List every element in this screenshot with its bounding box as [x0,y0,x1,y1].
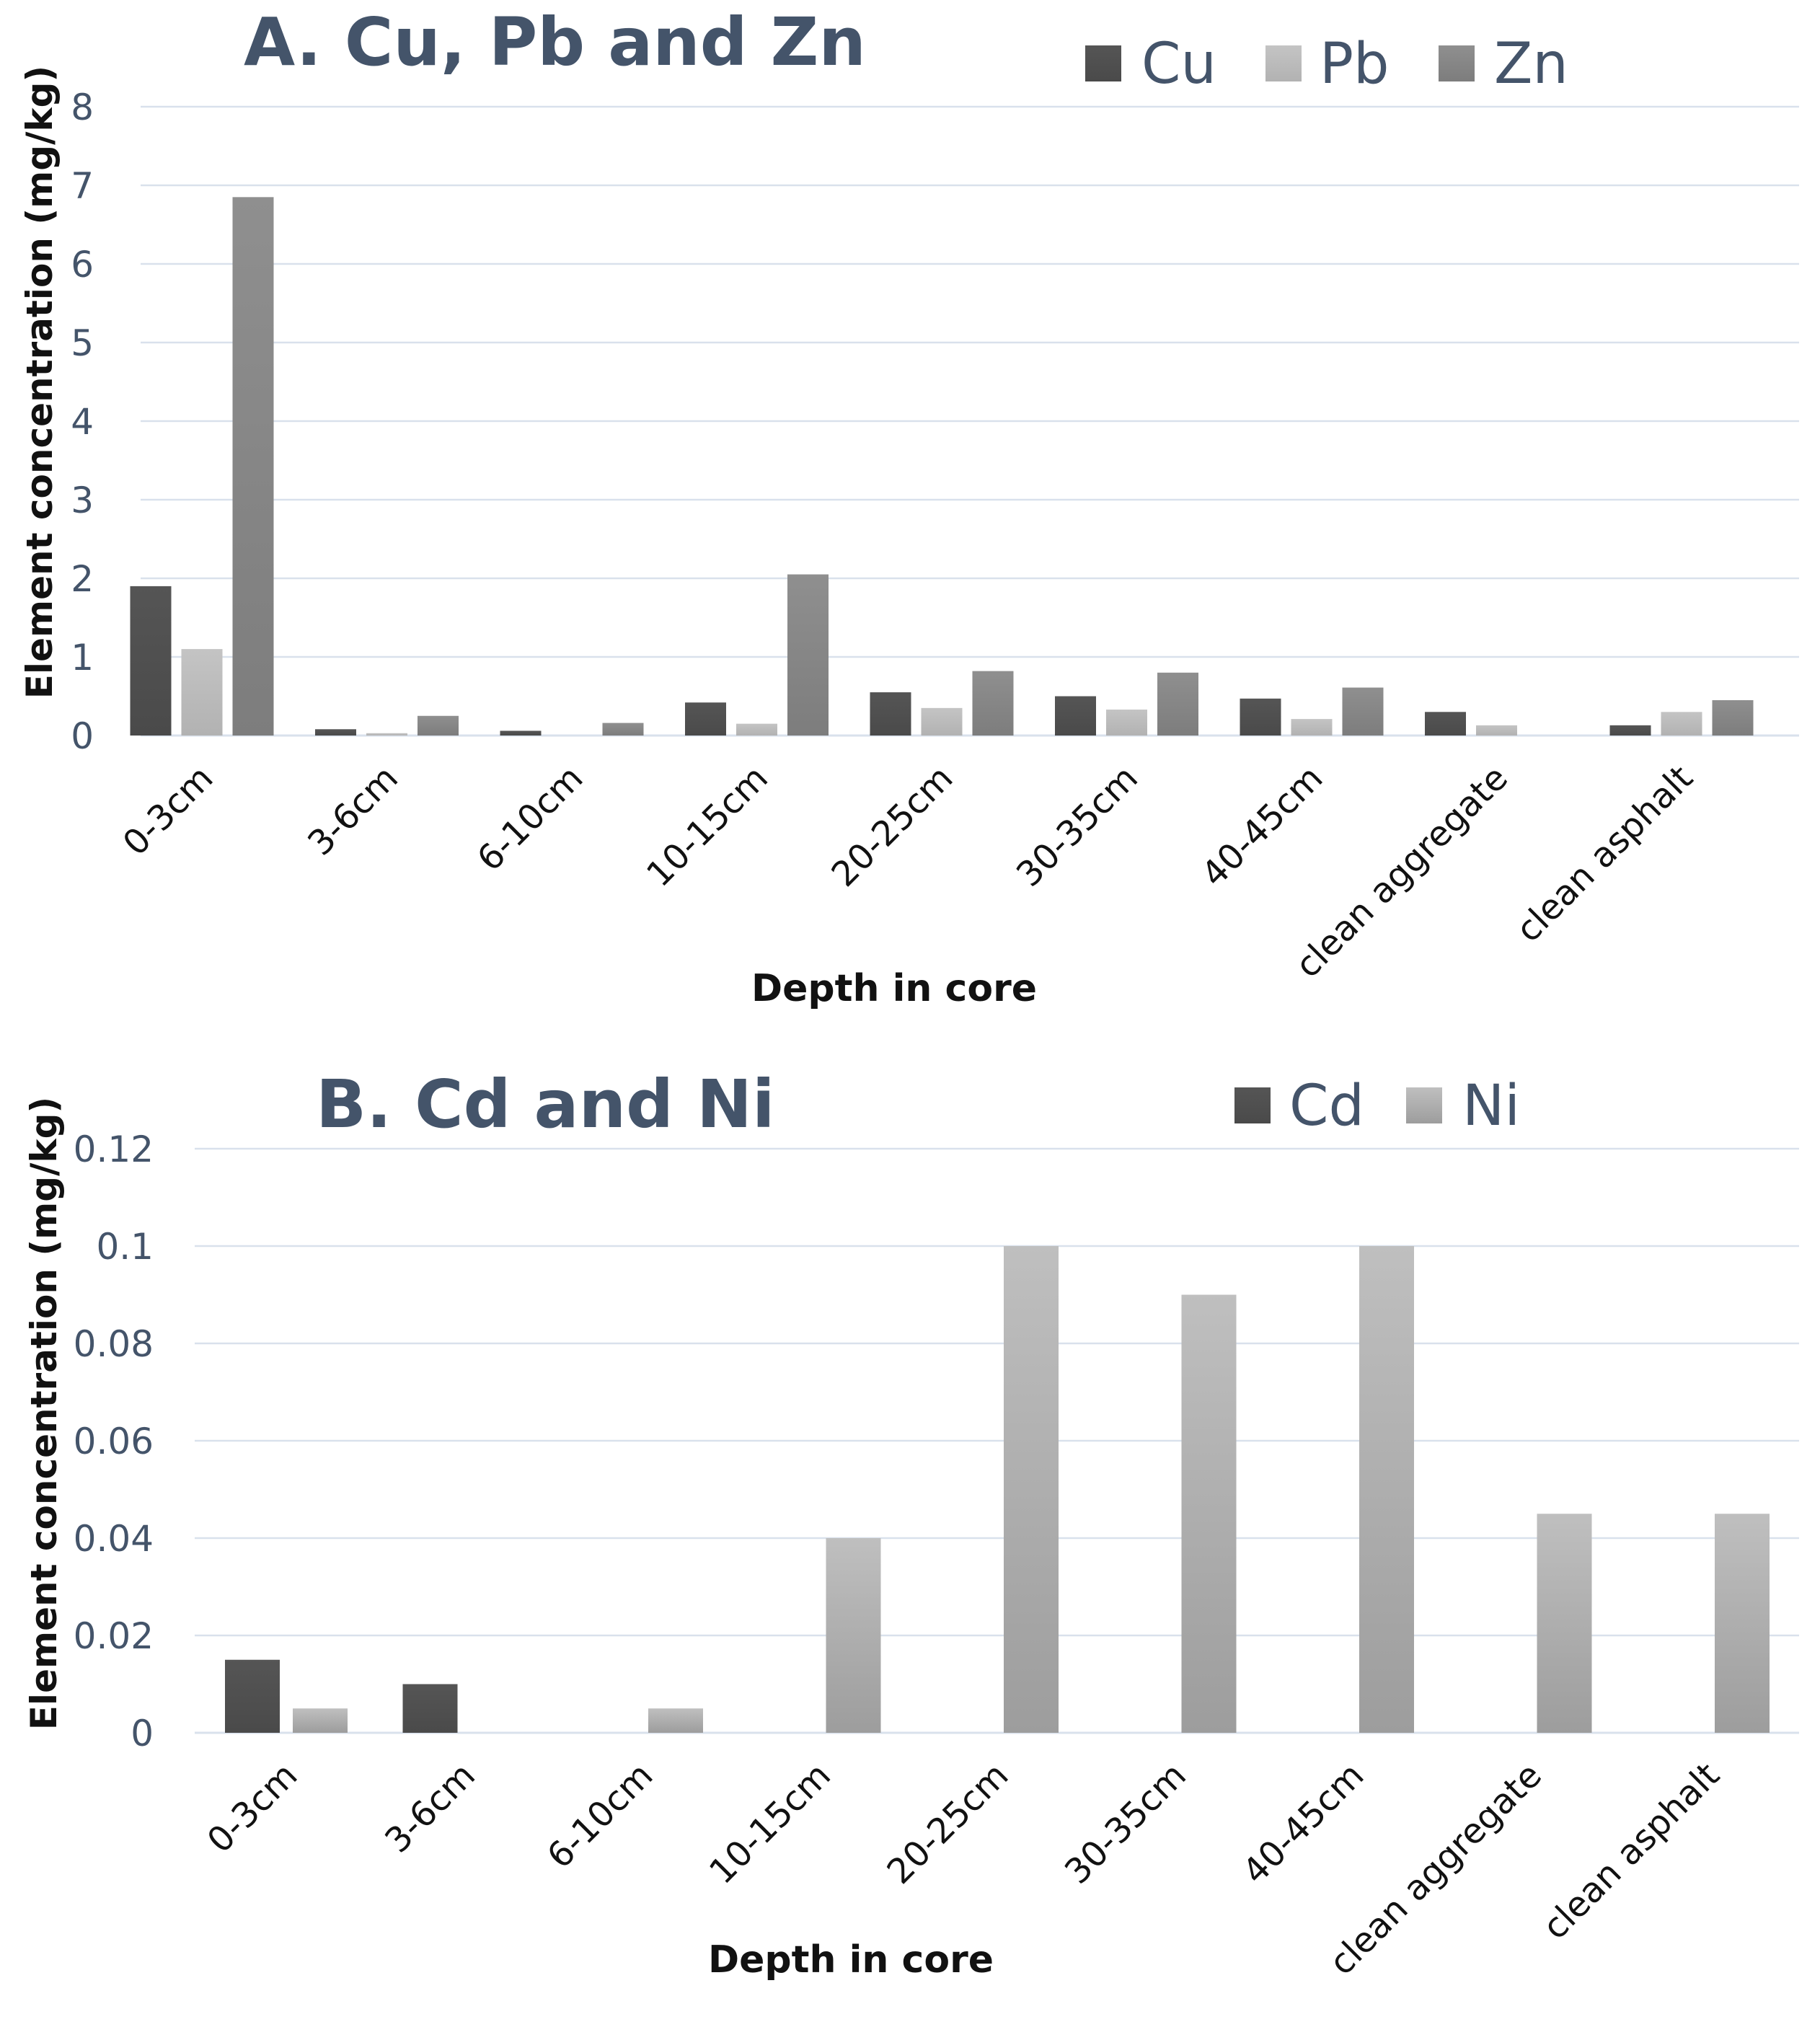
b-y-tick-label: 0.06 [74,1421,154,1462]
b-y-tick-label: 0.1 [96,1226,154,1268]
b-category-label-clean-asphalt: clean asphalt [1535,1755,1728,1948]
a-y-tick-label: 8 [71,87,94,128]
chart-a-gridlines [141,105,1799,737]
chart-a-bars [130,197,1754,736]
b-bar-ni-10-15cm [826,1538,881,1733]
chart-b-y-axis-title: Element concentration (mg/kg) [23,1097,65,1730]
legend-label-cu: Cu [1141,32,1216,97]
a-bar-zn-30-35cm [1157,672,1198,736]
b-category-label-20-25cm: 20-25cm [880,1755,1017,1892]
a-y-tick-label: 4 [71,401,94,443]
a-y-tick-label: 3 [71,480,94,521]
a-bar-pb-40-45cm [1291,719,1333,736]
a-bar-zn-6-10cm [602,723,644,736]
chart-b-gridlines [195,1147,1799,1734]
a-bar-pb-clean-aggregate [1476,725,1517,736]
a-category-label-3-6cm: 3-6cm [300,758,406,864]
b-category-label-0-3cm: 0-3cm [200,1755,306,1861]
legend-label-cd: Cd [1289,1074,1364,1139]
b-bar-ni-6-10cm [648,1708,703,1733]
a-bar-cu-3-6cm [315,729,356,736]
chart-a-title: A. Cu, Pb and Zn [244,4,866,81]
chart-b-x-axis-title: Depth in core [708,1938,994,1982]
b-y-tick-label: 0.02 [74,1615,154,1657]
legend-label-zn: Zn [1494,32,1568,97]
b-bar-ni-0-3cm [293,1708,348,1733]
b-bar-ni-40-45cm [1359,1246,1414,1733]
a-bar-pb-clean-asphalt [1661,712,1702,736]
a-bar-pb-20-25cm [921,707,963,736]
a-category-label-0-3cm: 0-3cm [115,758,221,864]
b-bar-ni-30-35cm [1181,1294,1237,1733]
chart-a-legend: Cu Pb Zn [1085,32,1568,97]
a-bar-pb-3-6cm [366,733,407,736]
legend-label-ni: Ni [1462,1074,1520,1139]
a-category-label-10-15cm: 10-15cm [639,758,776,895]
a-bar-cu-10-15cm [685,702,726,736]
chart-b-cd-ni: B. Cd and Ni Cd Ni Element concentration… [23,1066,1799,1983]
a-bar-zn-20-25cm [972,671,1014,736]
a-bar-cu-clean-aggregate [1425,712,1466,736]
b-category-label-3-6cm: 3-6cm [377,1755,483,1861]
a-y-tick-label: 7 [71,165,94,207]
chart-a-y-axis-title: Element concentration (mg/kg) [19,66,61,699]
b-y-tick-label: 0.12 [74,1129,154,1170]
chart-a-category-labels: 0-3cm 3-6cm 6-10cm 10-15cm 20-25cm 30-35cm 40-… [115,758,1701,986]
a-y-tick-label: 5 [71,322,94,364]
chart-b-title: B. Cd and Ni [316,1066,775,1143]
a-y-tick-label: 0 [71,715,94,757]
b-category-label-30-35cm: 30-35cm [1057,1755,1194,1892]
a-bar-zn-clean-asphalt [1712,699,1754,736]
a-category-label-30-35cm: 30-35cm [1009,758,1146,895]
legend-swatch-cd [1234,1087,1271,1123]
a-bar-cu-20-25cm [870,692,911,736]
legend-swatch-pb [1265,45,1302,81]
a-bar-zn-0-3cm [232,197,274,736]
b-bar-ni-clean-asphalt [1715,1514,1770,1733]
a-y-tick-label: 2 [71,558,94,600]
a-y-tick-label: 6 [71,244,94,286]
a-category-label-40-45cm: 40-45cm [1194,758,1331,895]
chart-a-y-ticks: 0 1 2 3 4 5 6 7 8 [71,87,94,757]
b-bar-ni-clean-aggregate [1537,1514,1592,1733]
a-bar-cu-30-35cm [1055,696,1096,736]
a-bar-pb-0-3cm [181,649,223,736]
b-category-label-10-15cm: 10-15cm [702,1755,839,1892]
a-bar-zn-40-45cm [1342,687,1384,736]
b-bar-ni-20-25cm [1004,1246,1059,1733]
legend-label-pb: Pb [1320,32,1390,97]
a-category-label-20-25cm: 20-25cm [824,758,961,895]
legend-swatch-zn [1439,45,1475,81]
legend-swatch-cu [1085,45,1121,81]
b-category-label-40-45cm: 40-45cm [1235,1755,1372,1892]
a-category-label-6-10cm: 6-10cm [469,758,591,879]
chart-a-x-axis-title: Depth in core [751,967,1037,1010]
a-bar-zn-3-6cm [418,715,459,736]
a-bar-cu-6-10cm [500,730,542,736]
b-bar-cd-3-6cm [402,1684,458,1733]
b-y-tick-label: 0 [131,1713,154,1754]
legend-swatch-ni [1406,1087,1442,1123]
chart-a-cu-pb-zn: A. Cu, Pb and Zn Cu Pb Zn Element concen… [19,4,1799,1010]
a-bar-zn-10-15cm [787,574,829,736]
chart-b-bars [225,1246,1770,1733]
a-bar-pb-10-15cm [736,723,777,736]
b-y-tick-label: 0.04 [74,1518,154,1560]
a-category-label-clean-asphalt: clean asphalt [1508,758,1701,950]
b-y-tick-label: 0.08 [74,1323,154,1365]
b-category-label-6-10cm: 6-10cm [539,1755,661,1876]
a-bar-cu-0-3cm [130,586,172,736]
chart-b-y-ticks: 0 0.02 0.04 0.06 0.08 0.1 0.12 [74,1129,154,1754]
a-bar-cu-clean-asphalt [1609,725,1651,736]
a-bar-cu-40-45cm [1240,698,1281,736]
b-bar-cd-0-3cm [225,1659,280,1733]
chart-b-legend: Cd Ni [1234,1074,1520,1139]
a-bar-pb-30-35cm [1106,710,1147,736]
a-y-tick-label: 1 [71,637,94,679]
